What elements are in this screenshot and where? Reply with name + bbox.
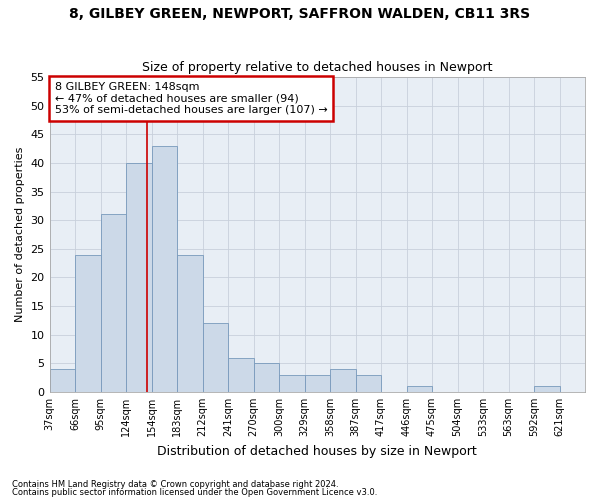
Text: 8 GILBEY GREEN: 148sqm
← 47% of detached houses are smaller (94)
53% of semi-det: 8 GILBEY GREEN: 148sqm ← 47% of detached… [55, 82, 328, 115]
Bar [330, 369, 356, 392]
Bar [75, 254, 101, 392]
Bar [254, 364, 279, 392]
Bar [356, 375, 381, 392]
Y-axis label: Number of detached properties: Number of detached properties [15, 147, 25, 322]
Bar [177, 254, 203, 392]
Bar [50, 369, 75, 392]
Bar [228, 358, 254, 392]
X-axis label: Distribution of detached houses by size in Newport: Distribution of detached houses by size … [157, 444, 477, 458]
Bar [279, 375, 305, 392]
Bar [152, 146, 177, 392]
Bar [407, 386, 432, 392]
Bar [126, 163, 152, 392]
Text: Contains public sector information licensed under the Open Government Licence v3: Contains public sector information licen… [12, 488, 377, 497]
Bar [203, 323, 228, 392]
Text: Contains HM Land Registry data © Crown copyright and database right 2024.: Contains HM Land Registry data © Crown c… [12, 480, 338, 489]
Bar [101, 214, 126, 392]
Title: Size of property relative to detached houses in Newport: Size of property relative to detached ho… [142, 62, 493, 74]
Text: 8, GILBEY GREEN, NEWPORT, SAFFRON WALDEN, CB11 3RS: 8, GILBEY GREEN, NEWPORT, SAFFRON WALDEN… [70, 8, 530, 22]
Bar [305, 375, 330, 392]
Bar [534, 386, 560, 392]
